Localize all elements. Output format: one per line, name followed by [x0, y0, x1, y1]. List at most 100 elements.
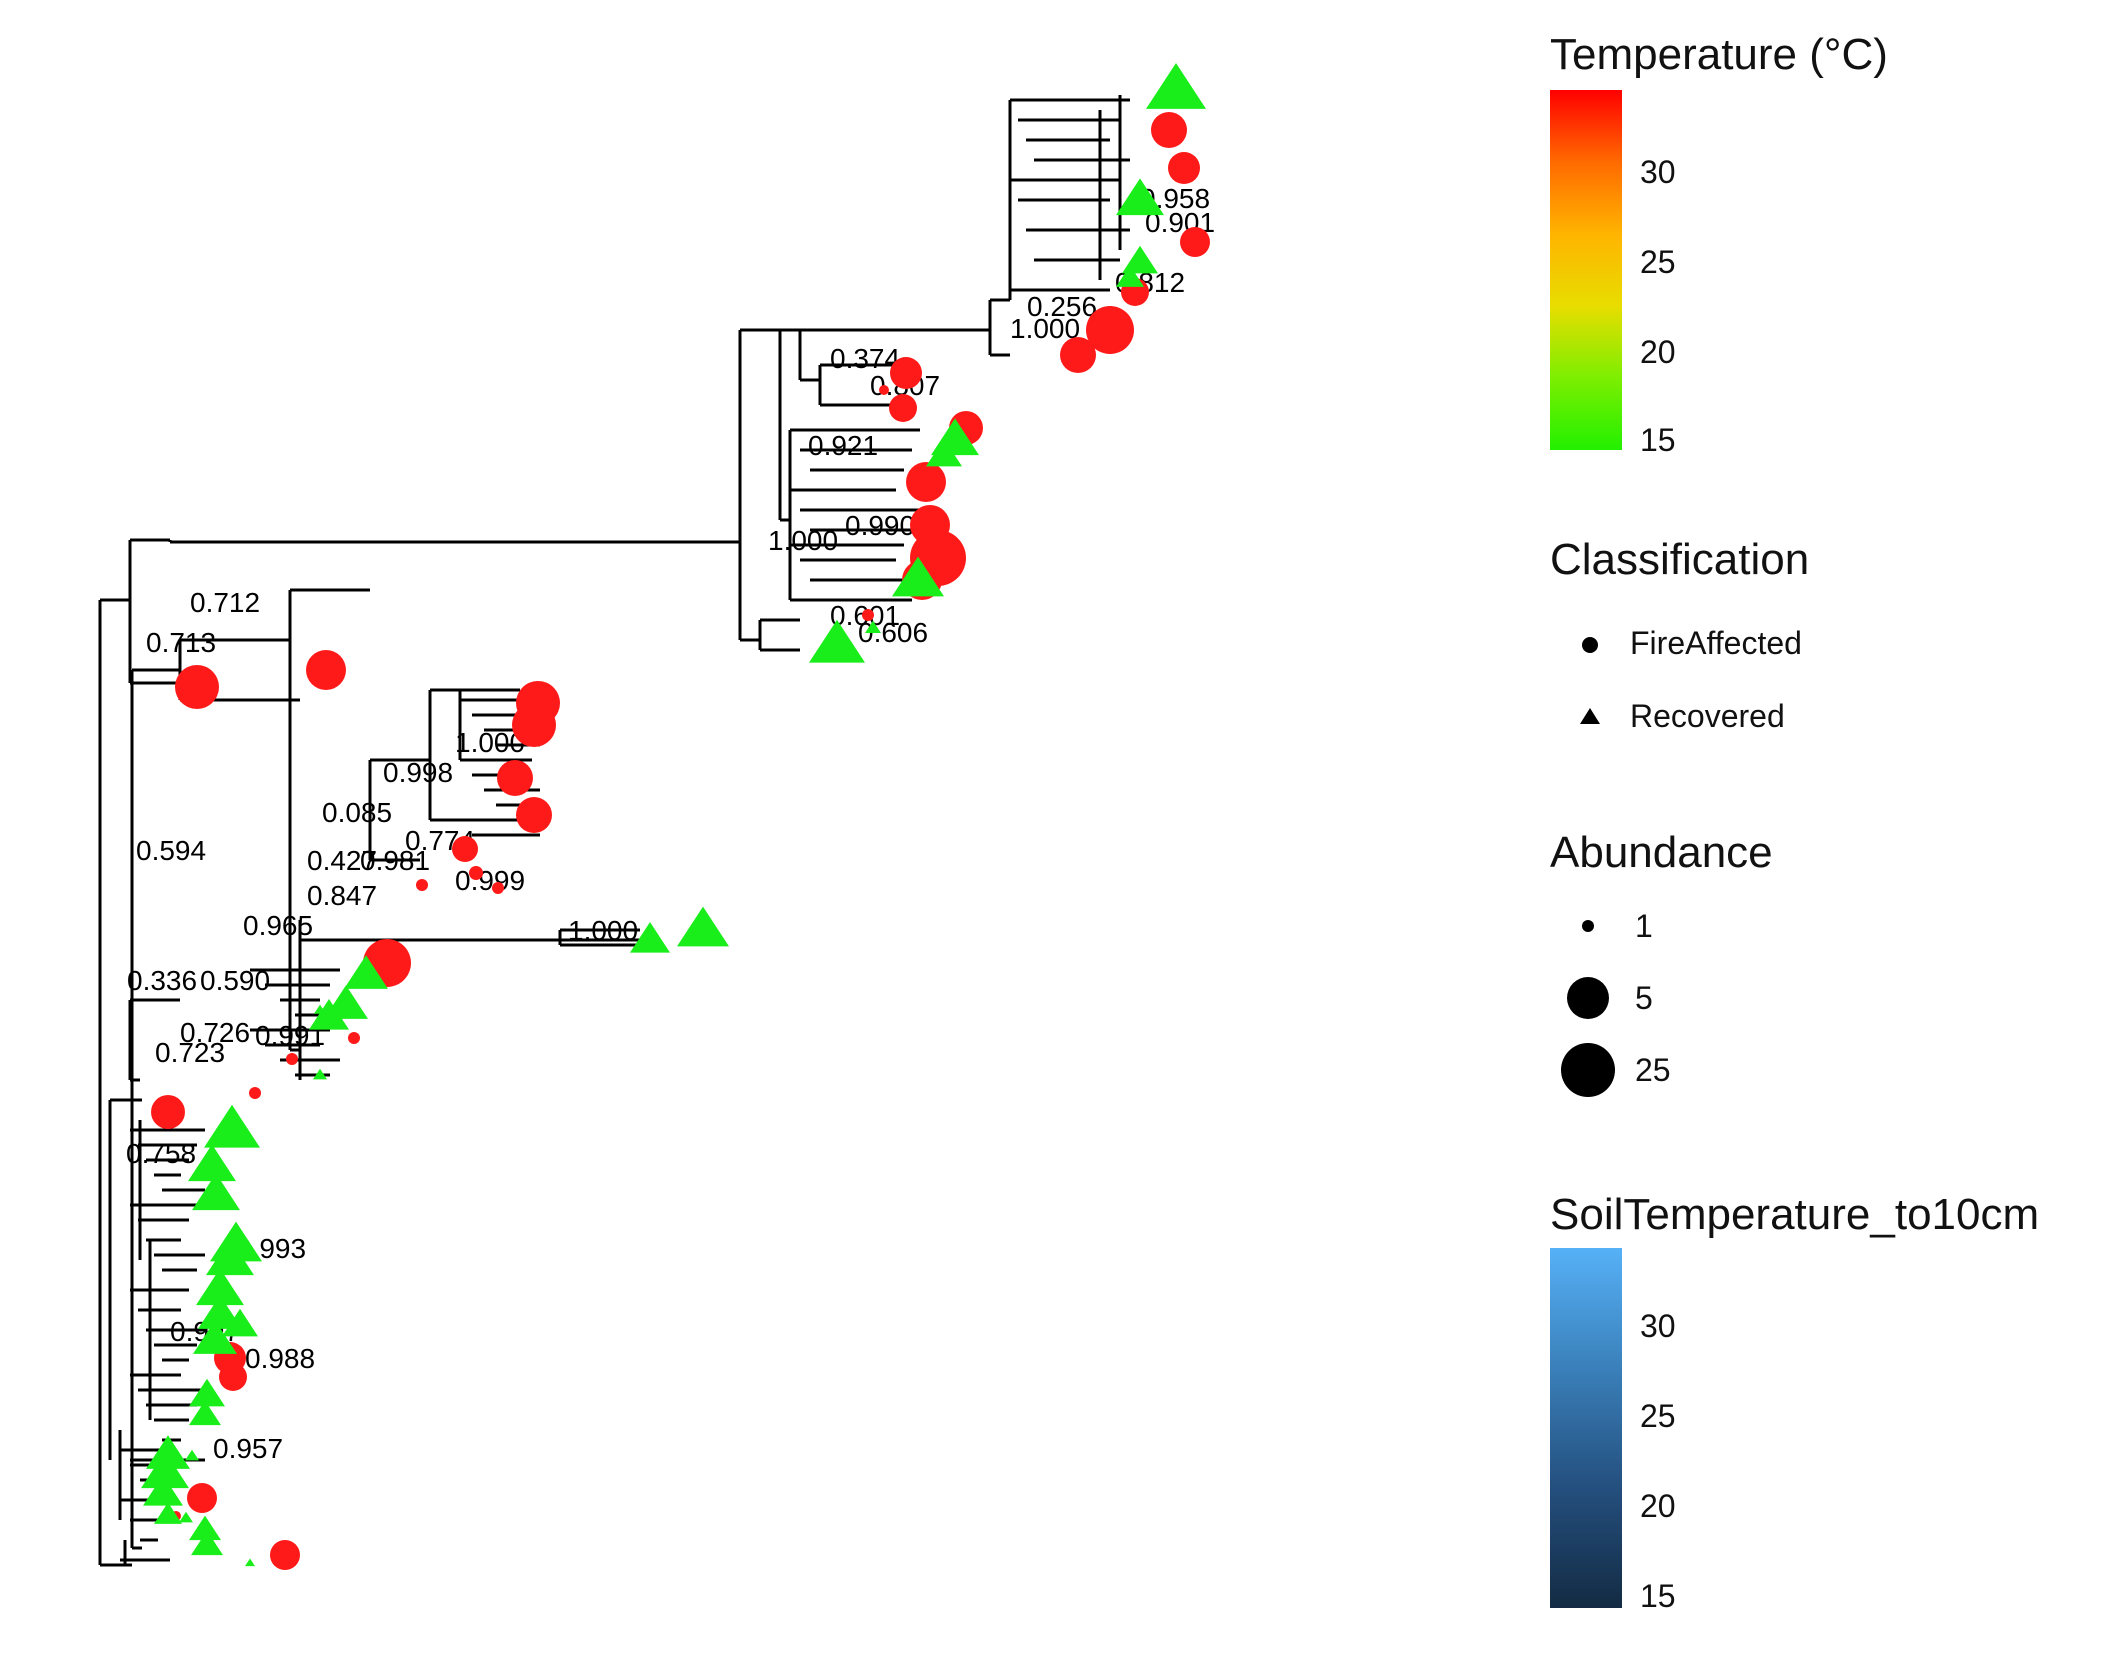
fireaffected-tip [219, 1363, 247, 1391]
tip-markers [141, 63, 1210, 1570]
abundance-5-symbol [1567, 977, 1609, 1019]
node-support-label: 0.758 [126, 1138, 196, 1169]
node-support-label: 0.594 [136, 835, 206, 866]
recovered-tip [865, 620, 881, 634]
node-support-label: 0.990 [845, 510, 915, 541]
classification-item-fireaffected: FireAffected [1630, 625, 1802, 661]
recovered-tip [191, 1530, 223, 1556]
fireaffected-tip [1180, 227, 1210, 257]
recovered-tip [189, 1515, 221, 1541]
fireaffected-tip [270, 1540, 300, 1570]
legend-temperature: Temperature (°C) 30 25 20 15 [1550, 30, 2070, 460]
fireaffected-tip [497, 760, 533, 796]
node-support-label: 0.921 [808, 430, 878, 461]
recovered-tip [926, 438, 962, 467]
recovered-tip [630, 922, 670, 953]
legend-classification-title: Classification [1550, 535, 1810, 584]
recovered-tip [189, 1400, 221, 1426]
node-support-label: 0.427 [307, 845, 377, 876]
recovered-tip [192, 1173, 240, 1211]
fireaffected-tip [512, 703, 556, 747]
node-support-label: 0.847 [307, 880, 377, 911]
abundance-1-symbol [1582, 920, 1594, 932]
fireaffected-tip [889, 394, 917, 422]
temperature-colorbar [1550, 90, 1622, 450]
fireaffected-tip [249, 1087, 261, 1099]
node-support-label: 0.712 [190, 587, 260, 618]
node-support-label: 0.723 [155, 1037, 225, 1068]
fireaffected-tip [906, 462, 946, 502]
soil-tick: 30 [1640, 1308, 1676, 1344]
temperature-tick: 30 [1640, 154, 1676, 190]
fireaffected-tip [469, 866, 483, 880]
recovered-symbol [1580, 708, 1600, 724]
abundance-item: 25 [1635, 1052, 1671, 1088]
node-support-label: 1.000 [768, 525, 838, 556]
abundance-symbols [1561, 920, 1615, 1097]
legend-abundance: Abundance 1 5 25 [1550, 828, 2070, 1098]
recovered-tip [141, 1451, 189, 1489]
fireaffected-tip [348, 1032, 360, 1044]
temperature-tick: 25 [1640, 244, 1676, 280]
recovered-tip [198, 1295, 242, 1329]
fireaffected-tip [879, 385, 889, 395]
node-support-label: 1.000 [1010, 313, 1080, 344]
recovered-tip [204, 1104, 260, 1148]
legend-temperature-title: Temperature (°C) [1550, 30, 1888, 79]
recovered-tip [344, 955, 388, 989]
recovered-tip [309, 999, 349, 1030]
fireaffected-symbol [1582, 637, 1598, 653]
recovered-tip [1116, 178, 1164, 216]
recovered-tip [143, 1475, 183, 1506]
fireaffected-tip [187, 1483, 217, 1513]
recovered-tip [245, 1558, 255, 1567]
fireaffected-tip [306, 650, 346, 690]
soil-tick: 20 [1640, 1488, 1676, 1524]
node-support-label: 0.256 [1027, 291, 1097, 322]
recovered-tip [154, 1502, 182, 1524]
abundance-item: 5 [1635, 980, 1653, 1016]
node-support-label: 0.374 [830, 343, 900, 374]
fireaffected-tip [452, 836, 478, 862]
fireaffected-tip [1168, 152, 1200, 184]
recovered-tip [677, 906, 729, 947]
legend-soil-title: SoilTemperature_to10cm [1550, 1190, 2040, 1239]
fireaffected-tip [862, 609, 874, 621]
node-support-label: 1.000 [568, 915, 638, 946]
fireaffected-tip [890, 357, 922, 389]
legend-soil-temperature: SoilTemperature_to10cm 30 25 20 15 [1550, 1190, 2100, 1620]
legend-abundance-title: Abundance [1550, 828, 1773, 877]
node-support-label: 0.999 [455, 865, 525, 896]
legend-classification: Classification FireAffected Recovered [1550, 535, 2070, 735]
fireaffected-tip [1151, 112, 1187, 148]
fireaffected-tip [416, 879, 428, 891]
classification-item-recovered: Recovered [1630, 698, 1785, 734]
recovered-tip [892, 556, 944, 597]
node-support-label: 0.988 [245, 1343, 315, 1374]
recovered-tip [206, 1238, 254, 1276]
soil-temperature-colorbar [1550, 1248, 1622, 1608]
node-support-label: 0.981 [360, 845, 430, 876]
fireaffected-tip [286, 1053, 298, 1065]
recovered-tip [146, 1435, 190, 1469]
node-support-label: 0.965 [243, 910, 313, 941]
recovered-tip [1146, 63, 1206, 109]
recovered-tip [809, 619, 865, 663]
recovered-tip [188, 1144, 236, 1182]
node-support-label: 0.726 [180, 1017, 250, 1048]
temperature-tick: 20 [1640, 334, 1676, 370]
node-support-label: 0.085 [322, 797, 392, 828]
abundance-item: 1 [1635, 908, 1653, 944]
temperature-tick: 15 [1640, 422, 1676, 458]
recovered-tip [185, 1449, 199, 1461]
node-support-label: 0.590 [200, 965, 270, 996]
fireaffected-tip [151, 1095, 185, 1129]
recovered-tip [1116, 265, 1144, 287]
recovered-tip [313, 1068, 327, 1080]
fireaffected-tip [516, 797, 552, 833]
soil-tick: 15 [1640, 1578, 1676, 1614]
recovered-tip [179, 1511, 193, 1523]
fireaffected-tip [1086, 306, 1134, 354]
